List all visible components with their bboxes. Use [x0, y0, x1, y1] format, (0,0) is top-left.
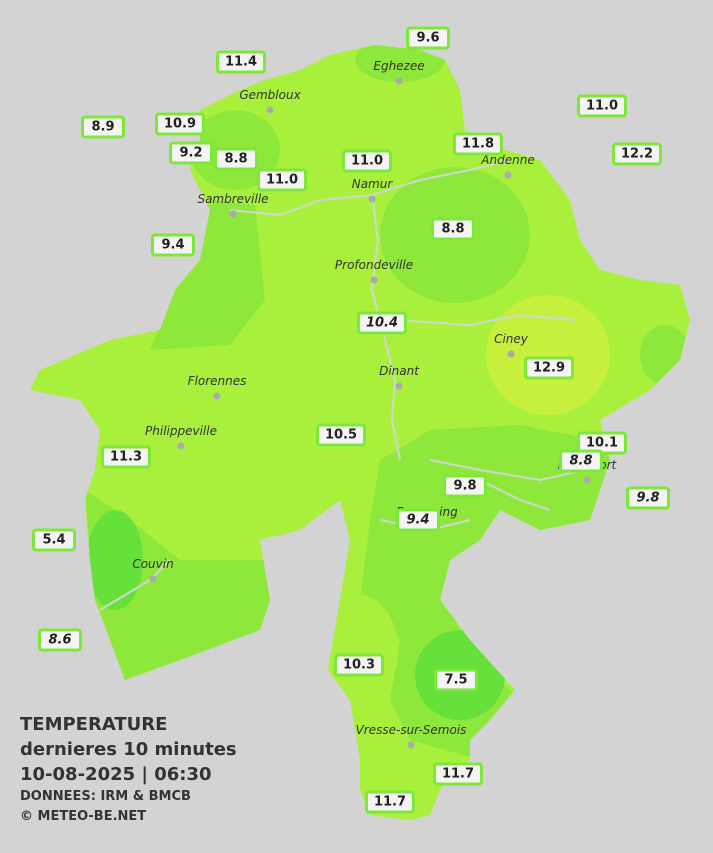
city-label: Sambreville — [197, 192, 269, 206]
city-label: Andenne — [481, 153, 535, 167]
city-dot — [583, 476, 591, 484]
city-dot — [395, 382, 403, 390]
city-dot — [368, 195, 376, 203]
station-value: 11.0 — [341, 149, 393, 173]
station-value: 11.3 — [100, 445, 152, 469]
station-value: 8.8 — [559, 449, 603, 473]
legend-source: DONNEES: IRM & BMCB — [20, 789, 191, 804]
station-value: 9.8 — [626, 486, 670, 510]
station-value: 10.5 — [315, 423, 367, 447]
city-dot — [507, 350, 515, 358]
station-value: 8.8 — [214, 147, 258, 171]
city-label: Couvin — [132, 557, 174, 571]
station-value: 5.4 — [32, 528, 76, 552]
city-dot — [213, 392, 221, 400]
city-dot — [504, 171, 512, 179]
station-value: 11.8 — [452, 132, 504, 156]
station-value: 10.9 — [154, 112, 206, 136]
station-value: 11.7 — [432, 762, 484, 786]
city-label: Vresse-sur-Semois — [355, 723, 467, 737]
station-value: 11.0 — [576, 94, 628, 118]
station-value: 9.8 — [443, 474, 487, 498]
station-value: 10.4 — [356, 311, 408, 335]
station-value: 9.2 — [169, 141, 213, 165]
station-value: 9.4 — [396, 508, 440, 532]
legend-timestamp: 10-08-2025 | 06:30 — [20, 764, 212, 785]
city-dot — [395, 77, 403, 85]
city-dot — [266, 106, 274, 114]
city-dot — [370, 276, 378, 284]
station-value: 8.9 — [81, 115, 125, 139]
station-value: 12.9 — [523, 356, 575, 380]
station-value: 11.4 — [215, 50, 267, 74]
station-value: 10.3 — [333, 653, 385, 677]
rivers — [99, 159, 586, 611]
city-label: Eghezee — [373, 59, 425, 73]
city-label: Florennes — [187, 374, 247, 388]
legend-credit: © METEO-BE.NET — [20, 809, 147, 824]
city-label: Profondeville — [334, 258, 414, 272]
city-dot — [149, 575, 157, 583]
city-label: Namur — [351, 177, 393, 191]
station-value: 11.7 — [364, 790, 416, 814]
city-dot — [177, 442, 185, 450]
legend-subtitle: dernieres 10 minutes — [20, 739, 237, 760]
legend: TEMPERATURE dernieres 10 minutes 10-08-2… — [20, 712, 237, 827]
station-value: 8.8 — [431, 217, 475, 241]
station-value: 9.6 — [406, 26, 450, 50]
station-value: 9.4 — [151, 233, 195, 257]
station-value: 11.0 — [256, 168, 308, 192]
legend-title: TEMPERATURE — [20, 714, 168, 735]
city-label: Ciney — [494, 332, 528, 346]
city-label: Dinant — [379, 364, 419, 378]
station-value: 7.5 — [434, 668, 478, 692]
city-label: Gembloux — [239, 88, 301, 102]
city-dot — [407, 741, 415, 749]
station-value: 8.6 — [38, 628, 82, 652]
city-label: Philippeville — [145, 424, 217, 438]
station-value: 10.1 — [576, 431, 628, 455]
station-value: 12.2 — [611, 142, 663, 166]
city-dot — [229, 210, 237, 218]
